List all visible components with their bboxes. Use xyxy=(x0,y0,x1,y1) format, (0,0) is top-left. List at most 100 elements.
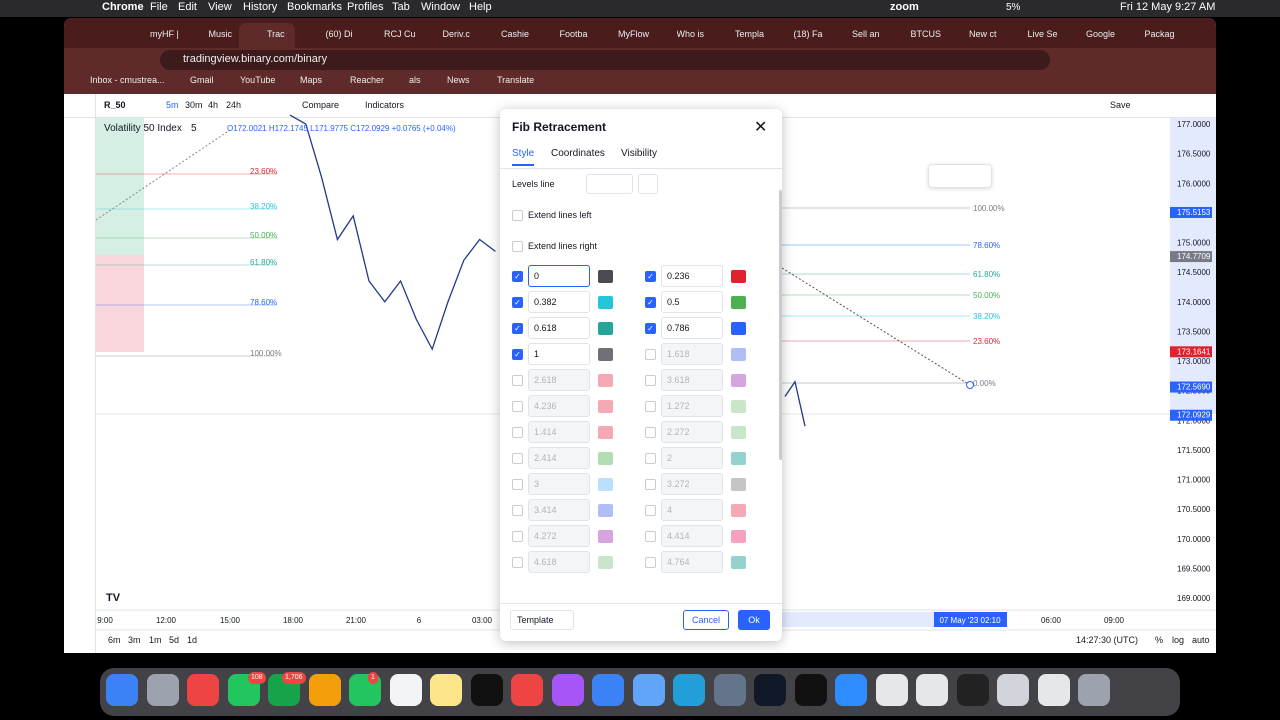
dock-icon[interactable] xyxy=(1078,674,1110,706)
extend-right-label[interactable]: Extend lines right xyxy=(528,241,598,251)
dock-icon[interactable] xyxy=(916,674,948,706)
level-input[interactable]: 1 xyxy=(528,343,590,365)
menu-item[interactable]: View xyxy=(208,1,232,13)
checkbox[interactable] xyxy=(512,375,523,386)
tab[interactable]: Deriv.c xyxy=(442,29,470,39)
level-color[interactable] xyxy=(731,504,746,517)
checkbox[interactable] xyxy=(645,505,656,516)
interval[interactable]: 4h xyxy=(208,100,219,110)
menu-item[interactable]: Chrome xyxy=(102,1,144,13)
bookmark[interactable]: News xyxy=(447,75,470,85)
level-input[interactable]: 4.236 xyxy=(528,395,590,417)
level-input[interactable]: 4.618 xyxy=(528,551,590,573)
level-input[interactable]: 3.272 xyxy=(661,473,723,495)
compare[interactable]: Compare xyxy=(302,100,340,110)
dock-icon[interactable] xyxy=(146,674,179,706)
scale-option[interactable]: % xyxy=(1155,635,1164,645)
template-button[interactable]: Template xyxy=(510,610,574,630)
checkbox[interactable] xyxy=(512,210,523,221)
level-color[interactable] xyxy=(598,400,613,413)
menu-item[interactable]: Profiles xyxy=(347,1,384,13)
checkbox[interactable] xyxy=(512,557,523,568)
dock-icon[interactable] xyxy=(673,674,705,706)
menu-item[interactable]: Help xyxy=(469,1,492,13)
level-color[interactable] xyxy=(598,322,613,335)
scale-option[interactable]: log xyxy=(1172,635,1185,645)
checkbox[interactable] xyxy=(645,453,656,464)
dock-icon[interactable] xyxy=(592,674,624,706)
checkbox[interactable]: ✓ xyxy=(645,271,656,282)
checkbox[interactable] xyxy=(645,401,656,412)
level-input[interactable]: 3.414 xyxy=(528,499,590,521)
level-color[interactable] xyxy=(731,452,746,465)
tab[interactable]: Footba xyxy=(559,29,588,39)
level-color[interactable] xyxy=(598,426,613,439)
tab[interactable]: Templa xyxy=(735,29,765,39)
checkbox[interactable]: ✓ xyxy=(645,323,656,334)
extend-left-label[interactable]: Extend lines left xyxy=(528,210,592,220)
level-color[interactable] xyxy=(598,504,613,517)
bookmark[interactable]: Gmail xyxy=(190,75,214,85)
level-color[interactable] xyxy=(731,348,746,361)
level-input[interactable]: 2 xyxy=(661,447,723,469)
level-input[interactable]: 0.618 xyxy=(528,317,590,339)
menu-item[interactable]: Edit xyxy=(178,1,197,13)
tab[interactable]: Google xyxy=(1086,29,1116,39)
level-input[interactable]: 4.414 xyxy=(661,525,723,547)
level-input[interactable]: 2.618 xyxy=(528,369,590,391)
checkbox[interactable] xyxy=(645,427,656,438)
dock-icon[interactable] xyxy=(754,674,786,706)
level-input[interactable]: 4.272 xyxy=(528,525,590,547)
level-input[interactable]: 3 xyxy=(528,473,590,495)
range-button[interactable]: 6m xyxy=(108,635,121,645)
checkbox[interactable] xyxy=(512,427,523,438)
tab[interactable]: New ct xyxy=(969,29,997,39)
checkbox[interactable] xyxy=(645,531,656,542)
url[interactable]: tradingview.binary.com/binary xyxy=(183,53,328,65)
level-input[interactable]: 3.618 xyxy=(661,369,723,391)
checkbox[interactable] xyxy=(512,401,523,412)
range-button[interactable]: 1d xyxy=(187,635,198,645)
tab[interactable]: (60) Di xyxy=(325,29,353,39)
menu-item[interactable]: History xyxy=(243,1,278,13)
level-color[interactable] xyxy=(598,452,613,465)
dock-icon[interactable] xyxy=(875,674,908,706)
dock-icon[interactable] xyxy=(470,674,503,706)
dock-icon[interactable] xyxy=(106,674,138,706)
dialog-tab[interactable]: Style xyxy=(512,148,535,159)
checkbox[interactable]: ✓ xyxy=(512,323,523,334)
dock-icon[interactable] xyxy=(389,674,422,706)
level-color[interactable] xyxy=(731,296,746,309)
tab[interactable]: RCJ Cu xyxy=(384,29,416,39)
bookmark[interactable]: Inbox - cmustrea... xyxy=(90,75,165,85)
level-input[interactable]: 0.236 xyxy=(661,265,723,287)
tab[interactable]: Trac xyxy=(267,29,285,39)
interval[interactable]: 24h xyxy=(226,100,242,110)
level-input[interactable]: 1.414 xyxy=(528,421,590,443)
level-color[interactable] xyxy=(598,348,613,361)
range-button[interactable]: 5d xyxy=(169,635,180,645)
dock-icon[interactable] xyxy=(511,674,543,706)
checkbox[interactable] xyxy=(645,349,656,360)
address-bar[interactable] xyxy=(160,50,1050,70)
cancel-button[interactable]: Cancel xyxy=(683,610,729,630)
tab[interactable]: Music xyxy=(208,29,233,39)
level-color[interactable] xyxy=(598,270,613,283)
tab[interactable]: BTCUS xyxy=(910,29,942,39)
level-input[interactable]: 4.764 xyxy=(661,551,723,573)
level-color[interactable] xyxy=(598,296,613,309)
dock-icon[interactable] xyxy=(713,674,746,706)
bookmark[interactable]: Reacher xyxy=(350,75,385,85)
range-button[interactable]: 3m xyxy=(128,635,141,645)
dock-icon[interactable] xyxy=(956,674,989,706)
symbol[interactable]: R_50 xyxy=(104,100,126,110)
floating-toolbar[interactable] xyxy=(928,164,992,188)
checkbox[interactable] xyxy=(512,241,523,252)
checkbox[interactable]: ✓ xyxy=(512,271,523,282)
bookmark[interactable]: YouTube xyxy=(240,75,276,85)
dock-icon[interactable] xyxy=(794,674,827,706)
tab[interactable]: Who is xyxy=(676,29,705,39)
dock-icon[interactable] xyxy=(551,674,584,706)
level-input[interactable]: 2.414 xyxy=(528,447,590,469)
interval[interactable]: 5m xyxy=(166,100,179,110)
